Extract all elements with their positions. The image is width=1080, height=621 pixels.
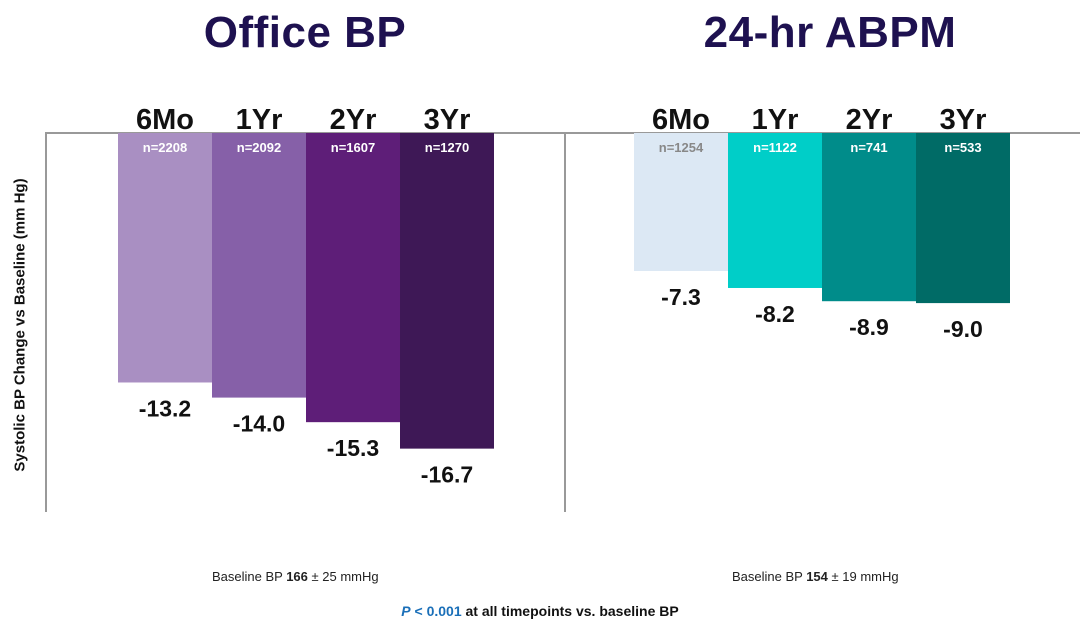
- abpm-category-label: 6Mo: [652, 104, 710, 136]
- abpm-baseline-suffix: ± 19 mmHg: [827, 569, 899, 584]
- abpm-n-label: n=1122: [753, 140, 797, 155]
- office-value-label: -16.7: [421, 462, 473, 488]
- office-value-label: -15.3: [327, 435, 379, 461]
- office-value-label: -14.0: [233, 411, 285, 437]
- abpm-n-label: n=1254: [659, 140, 704, 155]
- abpm-baseline-note: Baseline BP 154 ± 19 mmHg: [732, 569, 899, 584]
- office-bar-6mo: [118, 133, 212, 383]
- abpm-bar-2yr: [822, 133, 916, 302]
- abpm-baseline-prefix: Baseline BP: [732, 569, 807, 584]
- office-n-label: n=1607: [331, 140, 375, 155]
- abpm-n-label: n=741: [850, 140, 887, 155]
- abpm-title: 24-hr ABPM: [703, 8, 957, 57]
- abpm-n-label: n=533: [944, 140, 981, 155]
- p-symbol: P: [401, 603, 411, 619]
- office-baseline-note: Baseline BP 166 ± 25 mmHg: [212, 569, 379, 584]
- office-bar-3yr: [400, 133, 494, 449]
- footnote-text: at all timepoints vs. baseline BP: [461, 603, 679, 619]
- office-category-label: 2Yr: [330, 104, 377, 136]
- office-bp-title: Office BP: [203, 8, 407, 57]
- office-n-label: n=1270: [425, 140, 469, 155]
- office-baseline-prefix: Baseline BP: [212, 569, 287, 584]
- office-bar-1yr: [212, 133, 306, 398]
- abpm-category-label: 2Yr: [846, 104, 893, 136]
- office-n-label: n=2208: [143, 140, 187, 155]
- abpm-value-label: -8.2: [755, 301, 795, 327]
- p-value: P < 0.001: [401, 603, 461, 619]
- abpm-value-label: -8.9: [849, 314, 889, 340]
- office-category-label: 6Mo: [136, 104, 194, 136]
- abpm-baseline-value: 154: [806, 569, 828, 584]
- abpm-value-label: -9.0: [943, 316, 983, 342]
- office-category-label: 3Yr: [424, 104, 471, 136]
- p-threshold: < 0.001: [410, 603, 462, 619]
- office-n-label: n=2092: [237, 140, 281, 155]
- abpm-category-label: 3Yr: [940, 104, 987, 136]
- office-baseline-value: 166: [286, 569, 308, 584]
- abpm-value-label: -7.3: [661, 284, 701, 310]
- abpm-bar-1yr: [728, 133, 822, 288]
- abpm-bar-3yr: [916, 133, 1010, 304]
- abpm-category-label: 1Yr: [752, 104, 799, 136]
- p-value-footnote: P < 0.001 at all timepoints vs. baseline…: [0, 603, 1080, 619]
- office-value-label: -13.2: [139, 395, 191, 421]
- abpm-bar-6mo: [634, 133, 728, 271]
- office-category-label: 1Yr: [236, 104, 283, 136]
- office-baseline-suffix: ± 25 mmHg: [307, 569, 379, 584]
- office-bar-2yr: [306, 133, 400, 423]
